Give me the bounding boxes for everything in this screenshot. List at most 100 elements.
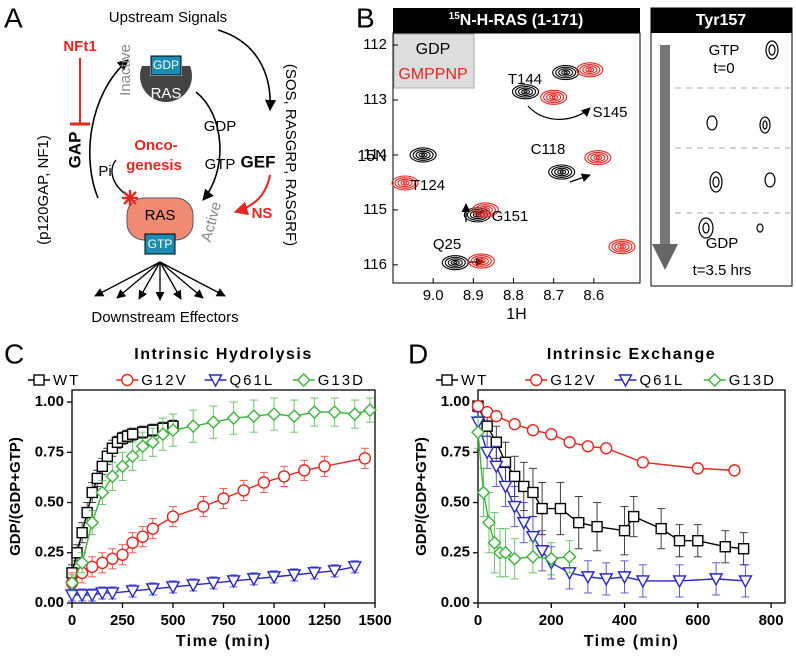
spectrum-arrows (461, 105, 591, 267)
plot-frame (477, 389, 786, 604)
x-tick-label: 1500 (358, 612, 391, 629)
plot-frame (392, 32, 641, 284)
y-tick-label: 0.75 (35, 443, 64, 460)
legend-marker (296, 373, 311, 387)
peak (584, 150, 612, 166)
x-tick-label: 600 (685, 612, 710, 629)
panel-letter: C (4, 338, 24, 369)
data-point (738, 575, 753, 589)
data-point (106, 552, 119, 565)
x-axis-label: Time (min) (584, 633, 680, 650)
data-point (545, 428, 558, 441)
y-tick-label: 113 (363, 91, 387, 108)
tyr157-label: GTP (709, 42, 740, 59)
data-point (96, 460, 109, 473)
data-point (562, 549, 577, 564)
legend-label: G13D (729, 372, 776, 389)
diagram-label: GTP (205, 156, 236, 173)
ns-arrow (233, 174, 271, 216)
x-tick-label: 1250 (308, 612, 341, 629)
data-point (737, 543, 750, 555)
tyr157-header (651, 8, 792, 33)
diagram-label: Pi (98, 163, 111, 180)
data-point (527, 486, 539, 499)
peak (608, 239, 636, 255)
contour-ring (444, 256, 466, 269)
contour-ring (471, 202, 499, 218)
data-point (490, 409, 503, 423)
peak (467, 253, 495, 269)
legend-marker (208, 374, 223, 388)
data-point (237, 484, 250, 497)
contour-ring (555, 66, 577, 79)
legend-marker (441, 374, 453, 386)
data-point (186, 579, 201, 593)
contour-ring (551, 166, 573, 178)
data-point (206, 415, 221, 430)
data-point (307, 567, 322, 581)
data-point (498, 545, 513, 560)
diagram-label: NS (252, 205, 273, 222)
data-point (507, 500, 522, 515)
diagram-label: RAS (151, 85, 182, 102)
series-line (477, 405, 735, 472)
diagram-label: GTP (148, 237, 173, 251)
data-point (287, 409, 302, 424)
x-tick-label: 1000 (257, 612, 290, 629)
diagram-label: NFt1 (63, 38, 96, 55)
data-point (85, 515, 100, 530)
data-point (617, 571, 632, 585)
contour-ring (479, 259, 484, 263)
spectrum-header (393, 8, 640, 33)
data-point (573, 516, 585, 529)
contour-ring (582, 65, 598, 75)
diagram-label: Downstream Effectors (91, 309, 238, 326)
data-point (166, 423, 180, 438)
data-point (347, 561, 362, 575)
data-point (487, 535, 502, 550)
data-point (362, 403, 377, 418)
data-point (76, 526, 88, 539)
panel-letter: B (356, 2, 375, 33)
data-point (580, 571, 596, 585)
tyr157-label: t=3.5 hrs (693, 262, 752, 279)
cycle-arrow (89, 59, 129, 199)
contour-ring (470, 255, 492, 267)
data-point (536, 502, 548, 515)
diagram-label: Active (198, 200, 225, 244)
x-tick-label: 0 (68, 612, 76, 629)
gtp-box (144, 233, 176, 255)
tyr157-title: Tyr157 (696, 12, 747, 29)
contour-ring (619, 245, 624, 249)
data-point (287, 569, 302, 583)
cycle-arrow (217, 29, 277, 112)
data-point (655, 522, 667, 535)
tyr157-frame (650, 7, 793, 287)
x-tick-label: 8.9 (463, 287, 484, 304)
contour-ring (584, 150, 612, 166)
data-point (672, 575, 687, 589)
data-point (166, 510, 180, 523)
y-axis-label: GDP/(GDP+GTP) (413, 437, 430, 556)
data-point (91, 472, 103, 485)
contour-ring (595, 156, 600, 160)
data-point (525, 530, 541, 545)
contour-ring (559, 170, 564, 174)
data-point (75, 555, 90, 570)
x-axis-label: 1H (506, 306, 526, 323)
y-axis-label: GDP/(GDP+GTP) (7, 437, 24, 556)
contour-ring (514, 85, 537, 98)
x-tick-label: 250 (110, 612, 135, 629)
contour-ring (415, 150, 431, 160)
y-tick-label: 1.00 (441, 393, 470, 410)
peak (548, 164, 576, 180)
peak (409, 147, 437, 163)
x-tick-label: 9.0 (423, 287, 444, 304)
data-point (74, 589, 90, 603)
y-tick-label: 1.00 (35, 393, 64, 410)
tyr157-label: GDP (706, 235, 739, 252)
contour-ring (412, 149, 434, 161)
contour-ring (587, 68, 592, 72)
data-point (307, 405, 322, 420)
contour-ring (614, 242, 630, 251)
